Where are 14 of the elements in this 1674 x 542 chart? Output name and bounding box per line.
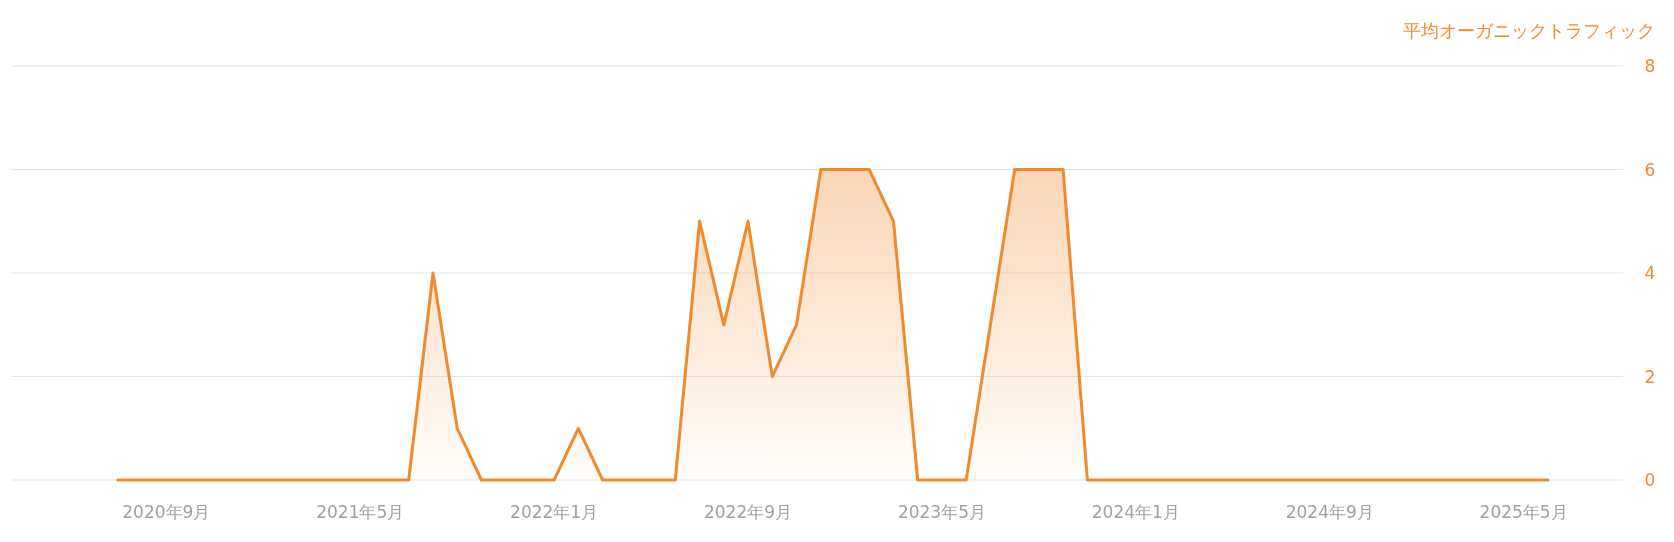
x-tick-label: 2023年5月: [897, 502, 986, 522]
x-tick-label: 2024年1月: [1091, 502, 1180, 522]
y-tick-label: 0: [1644, 470, 1656, 490]
y-tick-label: 8: [1644, 56, 1656, 76]
x-tick-label: 2022年1月: [510, 502, 599, 522]
x-tick-label: 2021年5月: [316, 502, 405, 522]
y-tick-label: 4: [1644, 263, 1656, 283]
y-axis-title: 平均オーガニックトラフィック: [1403, 20, 1655, 41]
y-tick-label: 2: [1644, 366, 1656, 387]
y-tick-label: 6: [1644, 159, 1656, 180]
x-tick-label: 2024年9月: [1285, 502, 1374, 522]
x-tick-label: 2020年9月: [122, 502, 211, 522]
x-tick-label: 2022年9月: [704, 502, 793, 522]
x-tick-label: 2025年5月: [1479, 502, 1568, 522]
